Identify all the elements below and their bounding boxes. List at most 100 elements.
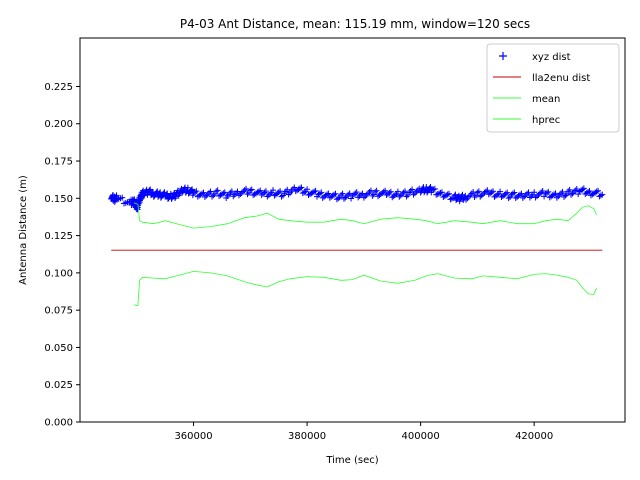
xyz-dist-point: [191, 189, 198, 196]
xyz-dist-point: [244, 191, 251, 198]
xyz-dist-point: [203, 192, 210, 199]
xyz-dist-point: [353, 189, 360, 196]
y-tick-label: 0.225: [44, 82, 73, 93]
xyz-dist-point: [434, 191, 441, 198]
y-tick-label: 0.025: [44, 380, 73, 391]
xyz-dist-point: [475, 188, 482, 195]
y-tick-label: 0.000: [44, 418, 73, 429]
xyz-dist-point: [240, 188, 247, 195]
xyz-dist-point: [234, 188, 241, 195]
xyz-dist-point: [342, 194, 349, 201]
xyz-dist-point: [257, 187, 264, 194]
xyz-dist-point: [146, 187, 153, 194]
xyz-dist-point: [397, 192, 404, 199]
xyz-dist-point: [360, 194, 367, 201]
xyz-dist-point: [521, 193, 528, 200]
xyz-dist-point: [562, 192, 569, 199]
xyz-dist-point: [553, 194, 560, 201]
xyz-dist-point: [237, 191, 244, 198]
xyz-dist-point: [241, 187, 248, 194]
xyz-dist-point: [238, 189, 245, 196]
legend-label: lla2enu dist: [532, 73, 590, 84]
xyz-dist-point: [586, 187, 593, 194]
xyz-dist-point: [406, 189, 413, 196]
xyz-dist-point: [350, 191, 357, 198]
legend-marker-xyz-dist: [499, 52, 507, 60]
y-tick-label: 0.100: [44, 268, 73, 279]
y-tick-label: 0.075: [44, 306, 73, 317]
xyz-dist-point: [437, 189, 444, 196]
xyz-dist-point: [348, 195, 355, 202]
xyz-dist-point: [526, 194, 533, 201]
xyz-dist-point: [558, 190, 565, 197]
xyz-dist-point: [210, 192, 217, 199]
xyz-dist-point: [369, 192, 376, 199]
xyz-dist-point: [331, 191, 338, 198]
xyz-dist-point: [566, 186, 573, 193]
xyz-dist-point: [536, 190, 543, 197]
xyz-dist-point: [444, 191, 451, 198]
xyz-dist-point: [265, 192, 272, 199]
xyz-dist-point: [555, 193, 562, 200]
xyz-dist-point: [431, 185, 438, 192]
xyz-dist-point: [570, 188, 577, 195]
xyz-dist-point: [261, 189, 268, 196]
legend: xyz dist lla2enu dist mean hprec: [486, 43, 620, 133]
xyz-dist-point: [172, 193, 179, 200]
xyz-dist-point: [480, 191, 487, 198]
xyz-dist-point: [363, 191, 370, 198]
xyz-dist-point: [387, 188, 394, 195]
y-tick-label: 0.200: [44, 119, 73, 130]
xyz-dist-point: [474, 189, 481, 196]
x-tick-label: 360000: [174, 431, 212, 442]
xyz-dist-point: [438, 189, 445, 196]
xyz-dist-point: [318, 189, 325, 196]
xyz-dist-point: [599, 191, 606, 198]
xyz-dist-point: [211, 190, 218, 197]
xyz-dist-point: [565, 188, 572, 195]
xyz-dist-point: [277, 188, 284, 195]
xyz-dist-point: [516, 191, 523, 198]
xyz-dist-point: [484, 187, 491, 194]
xyz-dist-point: [338, 192, 345, 199]
y-tick-label: 0.050: [44, 343, 73, 354]
xyz-dist-point: [556, 191, 563, 198]
xyz-dist-point: [372, 188, 379, 195]
xyz-dist-point: [201, 193, 208, 200]
xyz-dist-point: [461, 194, 468, 201]
xyz-dist-point: [258, 192, 265, 199]
xyz-dist-point: [477, 193, 484, 200]
xyz-dist-point: [525, 189, 532, 196]
xyz-dist-point: [204, 191, 211, 198]
xyz-dist-point: [497, 188, 504, 195]
xyz-dist-point: [394, 188, 401, 195]
xyz-dist-point: [207, 188, 214, 195]
xyz-dist-point: [366, 189, 373, 196]
xyz-dist-point: [168, 195, 175, 202]
x-tick-label: 400000: [402, 431, 440, 442]
xyz-dist-point: [595, 187, 602, 194]
xyz-dist-point: [545, 188, 552, 195]
xyz-dist-point: [511, 189, 518, 196]
xyz-dist-point: [559, 188, 566, 195]
xyz-dist-point: [345, 191, 352, 198]
xyz-dist-point: [316, 190, 323, 197]
xyz-dist-point: [446, 190, 453, 197]
xyz-dist-point: [481, 189, 488, 196]
xyz-dist-point: [163, 191, 170, 198]
xyz-dist-point: [275, 189, 282, 196]
x-tick-label: 380000: [288, 431, 326, 442]
xyz-dist-point: [494, 191, 501, 198]
xyz-dist-point: [399, 191, 406, 198]
xyz-dist-point: [213, 188, 220, 195]
xyz-dist-point: [563, 190, 570, 197]
xyz-dist-point: [220, 190, 227, 197]
plot-area: [79, 37, 626, 423]
xyz-dist-point: [358, 191, 365, 198]
xyz-dist-point: [380, 188, 387, 195]
xyz-dist-point: [228, 188, 235, 195]
legend-box: [486, 43, 620, 133]
xyz-dist-point: [267, 190, 274, 197]
xyz-dist-point: [349, 192, 356, 199]
xyz-dist-point: [505, 195, 512, 202]
